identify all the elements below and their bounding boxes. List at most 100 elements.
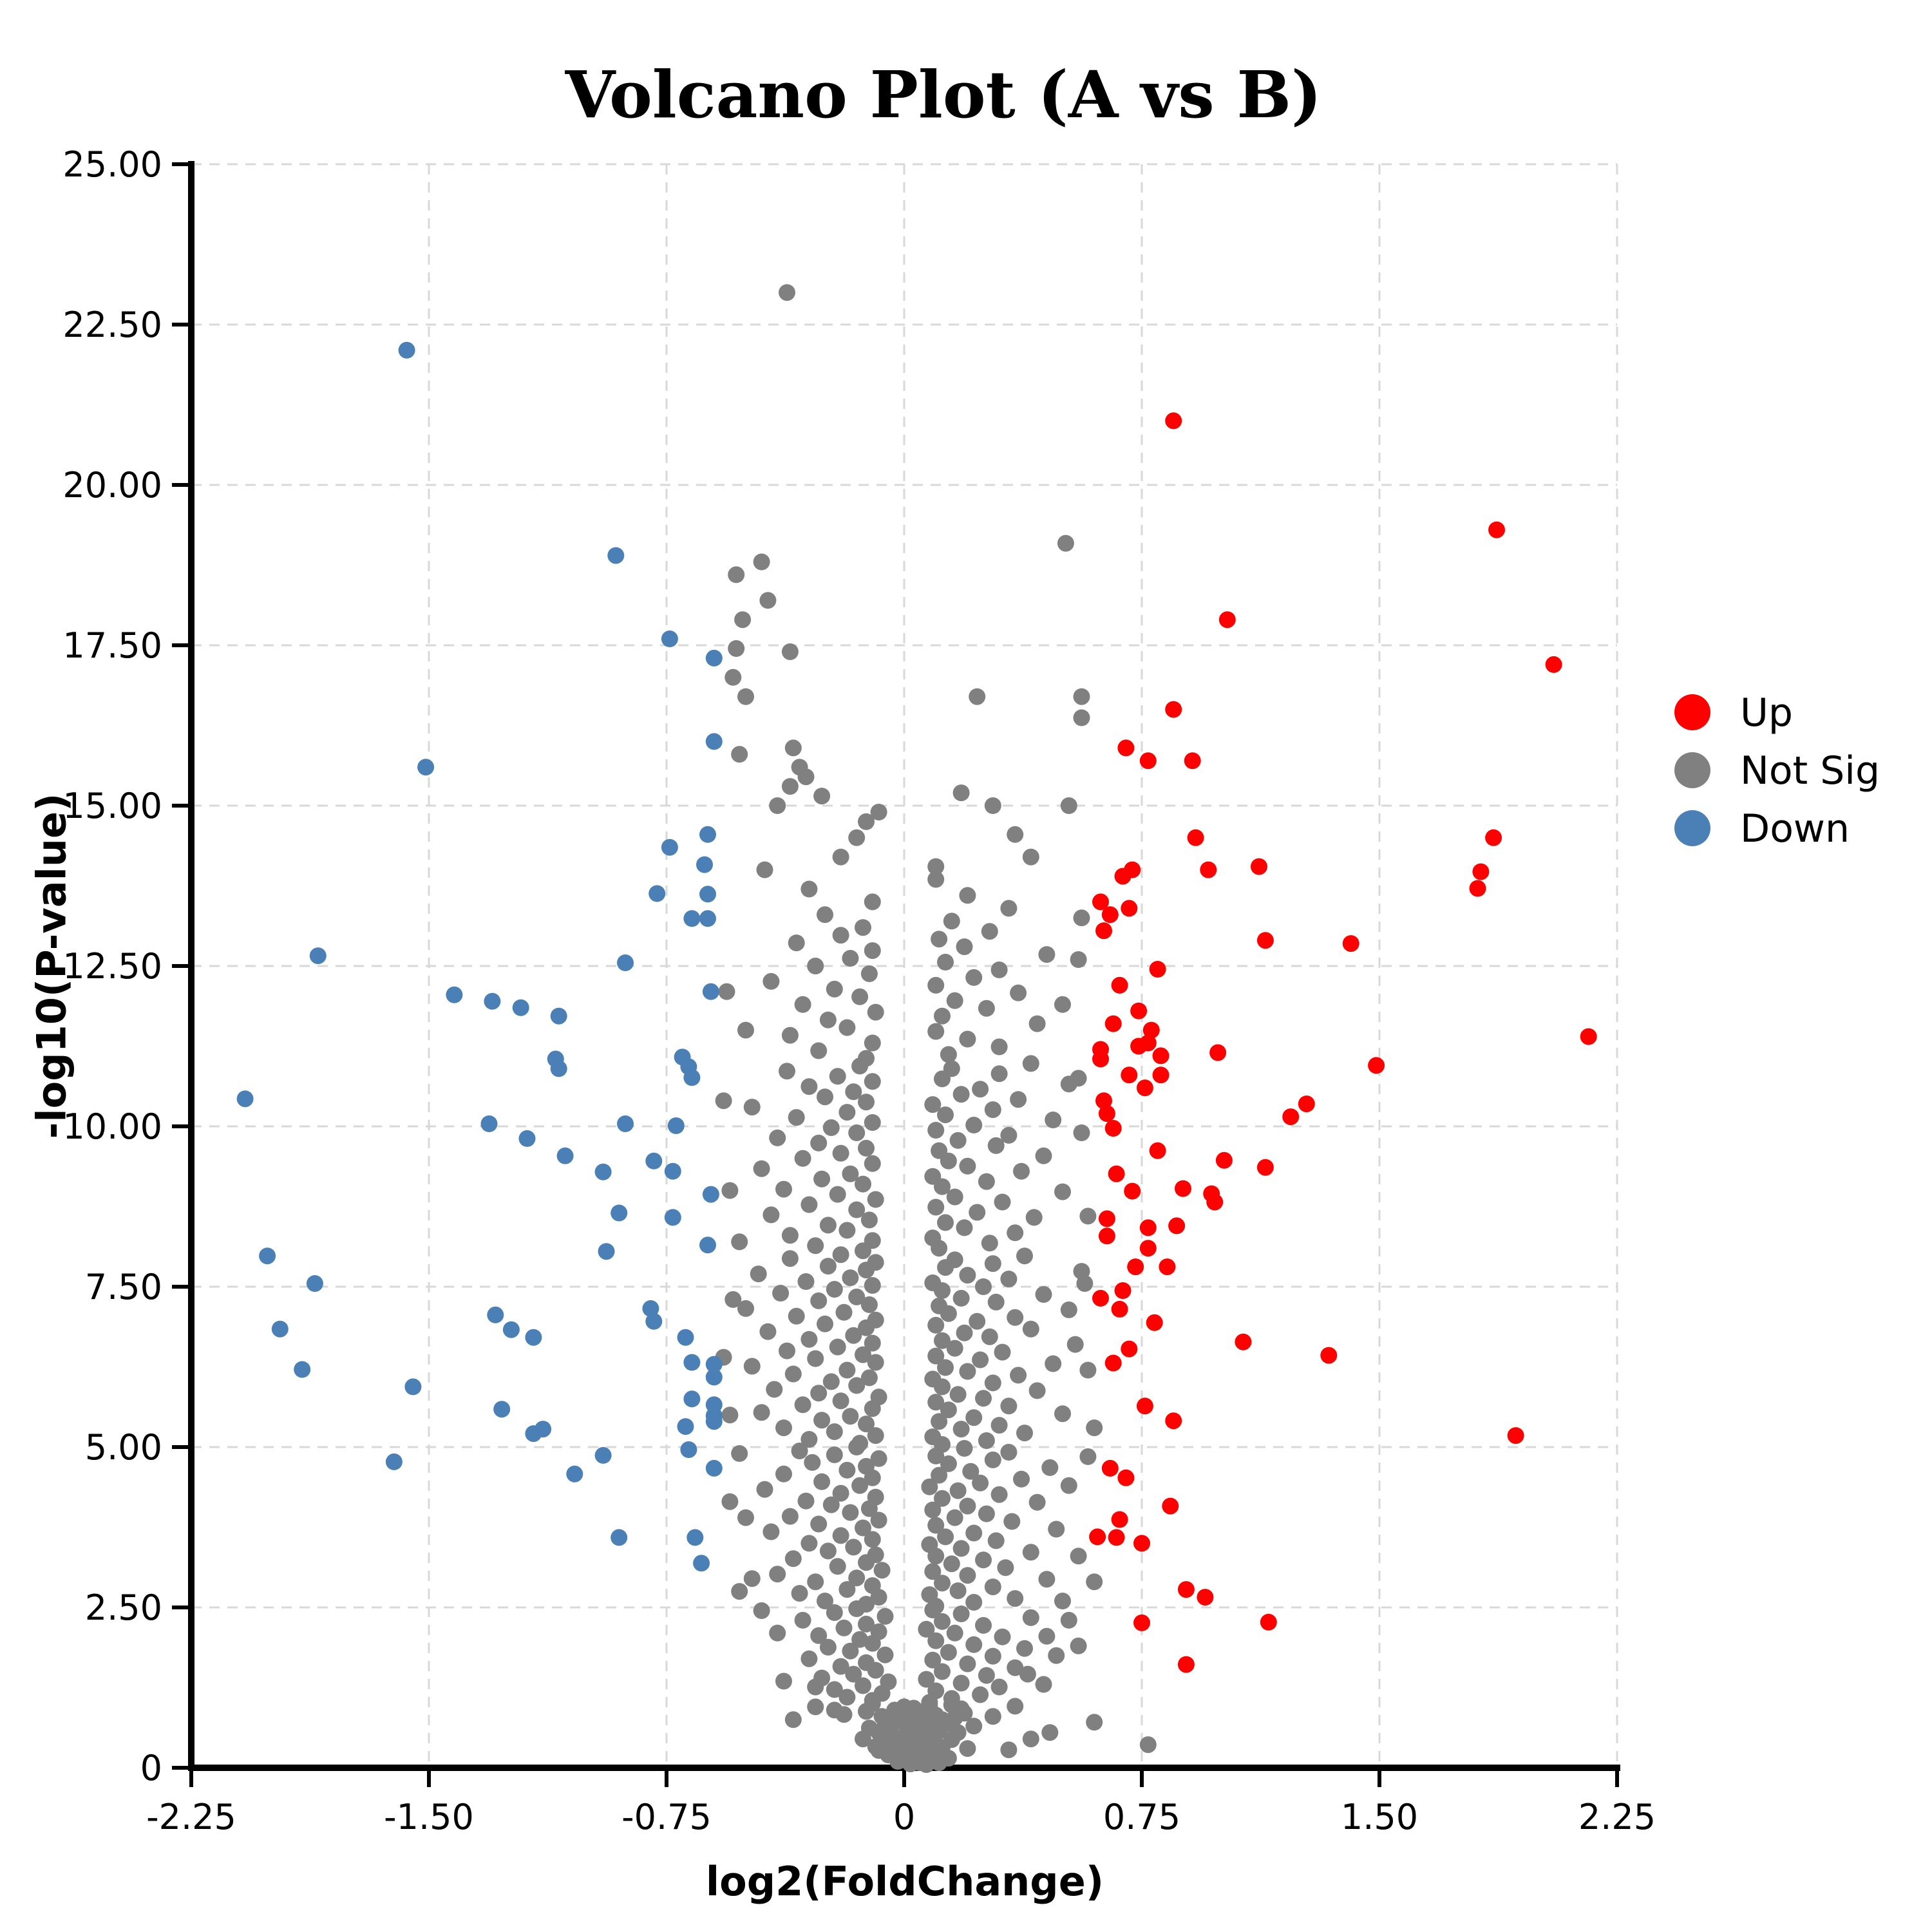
data-point-not-sig [1010, 984, 1027, 1001]
data-point-not-sig [860, 1296, 878, 1313]
data-point-down [484, 992, 501, 1010]
data-point-up [1114, 1282, 1132, 1299]
data-point-not-sig [969, 1204, 986, 1221]
data-point-not-sig [832, 1144, 849, 1162]
data-point-not-sig [858, 1615, 875, 1633]
data-point-not-sig [718, 983, 735, 1000]
data-point-not-sig [918, 1756, 935, 1773]
data-point-not-sig [1045, 1112, 1062, 1128]
data-point-not-sig [810, 1042, 828, 1059]
data-point-up [1111, 976, 1128, 994]
data-point-not-sig [1000, 1271, 1018, 1287]
data-point-not-sig [826, 1604, 843, 1621]
data-point-not-sig [1007, 1659, 1024, 1676]
data-point-down [385, 1453, 402, 1470]
data-point-not-sig [813, 1412, 831, 1429]
data-point-up [1260, 1613, 1277, 1631]
data-point-not-sig [975, 1616, 992, 1634]
data-point-down [404, 1378, 422, 1396]
data-point-not-sig [835, 1619, 853, 1636]
data-point-not-sig [858, 1050, 875, 1067]
data-point-not-sig [734, 611, 752, 629]
data-point-not-sig [1070, 1548, 1087, 1565]
data-point-up [1139, 1240, 1157, 1257]
data-point-down [683, 1069, 701, 1086]
data-point-not-sig [775, 1465, 792, 1482]
data-point-down [705, 733, 723, 750]
data-point-down [699, 826, 716, 843]
data-point-up [1472, 863, 1490, 880]
data-point-not-sig [962, 1463, 980, 1480]
data-point-not-sig [987, 1532, 1005, 1549]
data-point-not-sig [807, 958, 824, 974]
data-point-not-sig [994, 1193, 1011, 1211]
data-point-up [1104, 1015, 1122, 1032]
data-point-up [1177, 1581, 1195, 1598]
data-point-not-sig [975, 1390, 992, 1407]
data-point-not-sig [931, 1754, 948, 1771]
legend-marker-down [1674, 810, 1710, 846]
data-point-not-sig [835, 1706, 853, 1723]
data-point-not-sig [867, 1003, 884, 1021]
data-point-down [566, 1465, 583, 1482]
data-point-up [1256, 932, 1274, 949]
data-point-not-sig [940, 1643, 957, 1661]
data-point-not-sig [924, 1428, 942, 1446]
data-point-up [1098, 1105, 1115, 1122]
data-point-not-sig [940, 1046, 957, 1063]
data-point-not-sig [845, 1327, 862, 1344]
data-point-not-sig [779, 284, 795, 301]
data-point-up [1184, 752, 1201, 770]
data-point-not-sig [1054, 1405, 1071, 1423]
data-point-not-sig [807, 1698, 824, 1716]
data-point-not-sig [1086, 1419, 1103, 1437]
data-point-down [661, 630, 678, 647]
data-point-not-sig [959, 1567, 976, 1584]
data-point-not-sig [728, 566, 745, 583]
data-point-not-sig [743, 1358, 761, 1375]
x-tick-label: 0.75 [1103, 1797, 1180, 1837]
data-point-not-sig [851, 1477, 869, 1494]
y-tick-label: 20.00 [62, 465, 162, 506]
data-point-down [446, 986, 463, 1003]
data-point-down [493, 1401, 511, 1418]
data-point-not-sig [965, 1594, 983, 1611]
data-point-up [1152, 1047, 1170, 1065]
data-point-up [1101, 906, 1119, 923]
data-point-down [525, 1329, 542, 1346]
data-point-not-sig [975, 1551, 992, 1569]
data-point-not-sig [990, 1065, 1008, 1083]
data-point-down [611, 1529, 628, 1546]
data-point-not-sig [927, 1316, 945, 1334]
data-point-not-sig [858, 813, 875, 830]
data-point-not-sig [965, 1117, 983, 1133]
data-point-not-sig [924, 1501, 942, 1519]
data-point-not-sig [934, 1332, 951, 1349]
data-point-down [705, 1413, 723, 1430]
data-point-not-sig [791, 1443, 808, 1459]
data-point-down [487, 1306, 504, 1323]
data-point-up [1162, 1497, 1179, 1515]
data-point-not-sig [838, 1104, 856, 1121]
data-point-up [1218, 611, 1236, 629]
data-point-up [1149, 961, 1166, 978]
data-point-not-sig [1013, 1162, 1030, 1180]
x-tick-label: -0.75 [621, 1797, 712, 1837]
data-point-not-sig [1010, 1091, 1027, 1108]
data-point-not-sig [794, 1611, 811, 1629]
data-point-not-sig [743, 1570, 761, 1587]
data-point-up [1092, 1050, 1109, 1068]
data-point-down [664, 1162, 681, 1180]
data-point-up [1121, 1066, 1138, 1084]
data-point-not-sig [1045, 1355, 1062, 1372]
data-point-not-sig [927, 871, 945, 888]
data-point-not-sig [946, 1340, 963, 1357]
y-tick-label: 2.50 [85, 1587, 162, 1628]
data-point-not-sig [817, 1088, 833, 1106]
data-point-not-sig [918, 1620, 935, 1638]
legend-marker-up [1674, 694, 1710, 730]
data-point-not-sig [855, 1677, 871, 1694]
data-point-not-sig [772, 1285, 790, 1302]
data-point-not-sig [800, 1431, 818, 1448]
y-tick-label: 0 [140, 1748, 162, 1788]
